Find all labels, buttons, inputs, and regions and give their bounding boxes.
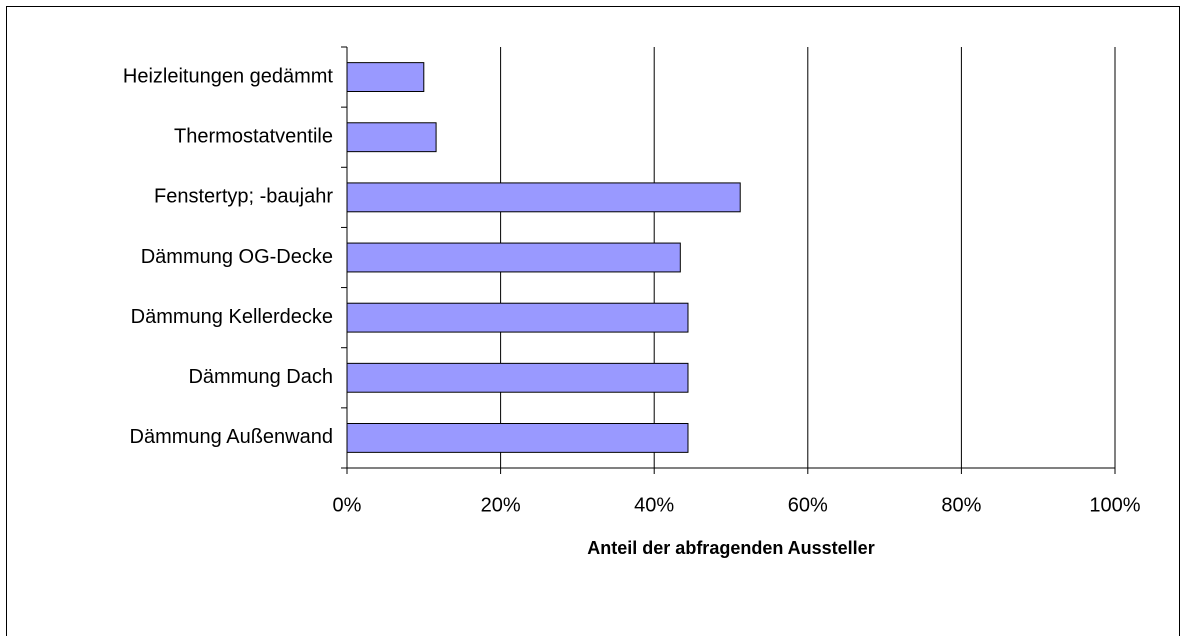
y-tick-label: Heizleitungen gedämmt: [123, 65, 334, 87]
y-tick-label: Dämmung Dach: [188, 366, 333, 388]
x-tick-label: 80%: [941, 494, 981, 516]
bar: [346, 362, 689, 393]
x-tick-label: 40%: [634, 494, 674, 516]
y-tick-label: Dämmung OG-Decke: [141, 246, 333, 268]
y-tick-label: Dämmung Kellerdecke: [131, 306, 333, 328]
bar: [346, 242, 681, 273]
chart-frame: [6, 6, 1180, 636]
x-tick-label: 60%: [788, 494, 828, 516]
y-tick-label: Fenstertyp; -baujahr: [154, 186, 333, 208]
bar: [346, 422, 689, 453]
x-axis-title: Anteil der abfragenden Aussteller: [587, 538, 874, 558]
x-tick-label: 100%: [1089, 494, 1140, 516]
bar: [346, 302, 689, 333]
bar: [346, 122, 437, 153]
bar: [346, 182, 741, 213]
x-tick-label: 20%: [481, 494, 521, 516]
y-tick-label: Dämmung Außenwand: [130, 426, 333, 448]
x-tick-label: 0%: [333, 494, 362, 516]
bar: [346, 62, 425, 93]
y-tick-label: Thermostatventile: [174, 125, 333, 147]
